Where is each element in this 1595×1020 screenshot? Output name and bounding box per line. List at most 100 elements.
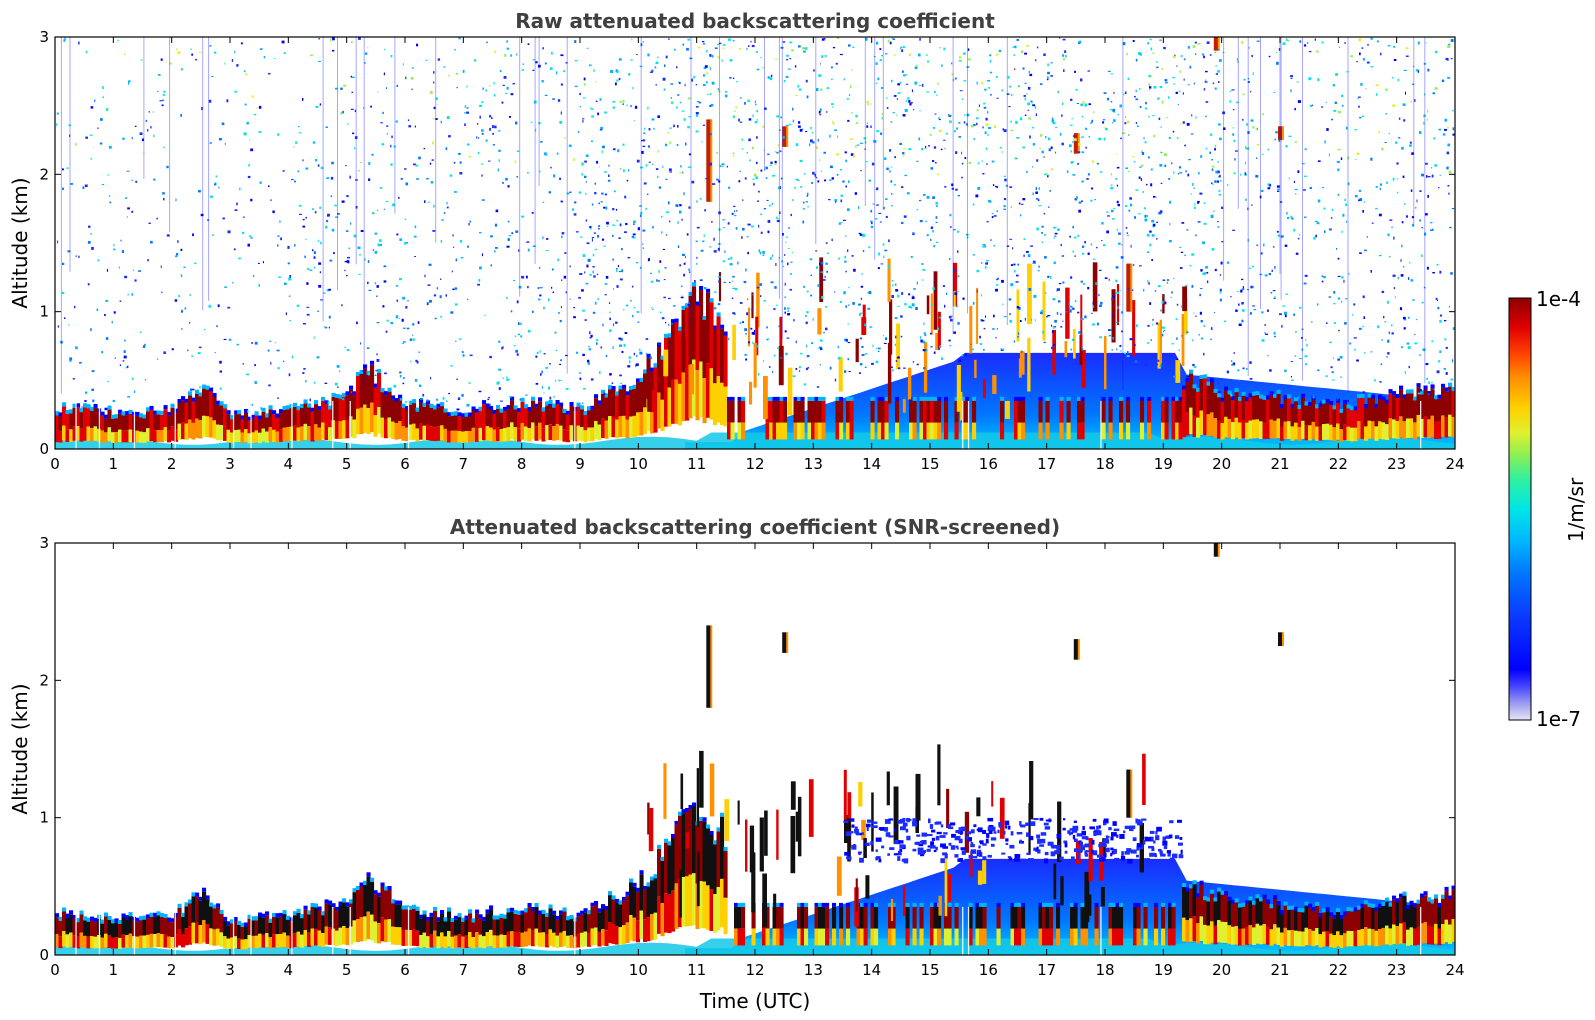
aerosol-column-low (1360, 420, 1365, 439)
aerosol-column-low (496, 427, 501, 441)
noise-speckle (954, 292, 958, 295)
noise-speckle (1409, 141, 1412, 144)
noise-speckle (851, 255, 854, 257)
x-tick-label: 11 (687, 455, 706, 473)
aerosol-column-low (797, 422, 802, 440)
noise-speckle (1403, 119, 1406, 122)
noise-speckle (802, 201, 805, 204)
noise-speckle (1009, 238, 1013, 240)
noise-speckle (1060, 243, 1062, 246)
aerosol-column-low (660, 399, 665, 432)
noise-speckle (354, 136, 358, 139)
noise-speckle (892, 38, 895, 40)
noise-speckle (277, 133, 280, 136)
noise-speckle (133, 390, 136, 393)
noise-speckle (730, 256, 733, 260)
noise-speckle (1403, 319, 1407, 321)
aerosol-column (268, 922, 273, 938)
noise-speckle (181, 309, 183, 313)
aerosol-column-low (944, 422, 949, 440)
noise-speckle (1173, 83, 1175, 85)
aerosol-column-low (331, 928, 336, 946)
noise-speckle (459, 240, 463, 243)
aerosol-column-low (111, 432, 116, 443)
noise-speckle (347, 256, 350, 259)
noise-speckle (1285, 145, 1288, 148)
noise-speckle (687, 304, 690, 307)
noise-speckle (513, 345, 516, 347)
noise-speckle (191, 355, 193, 357)
noise-speckle (837, 135, 839, 139)
noise-speckle (1022, 198, 1026, 201)
noise-speckle (1247, 131, 1250, 134)
noise-speckle (639, 351, 643, 355)
aerosol-column (307, 407, 312, 427)
noise-speckle (774, 151, 777, 153)
noise-speckle (1217, 391, 1221, 393)
aerosol-column (454, 919, 459, 936)
aerosol-column (489, 410, 494, 428)
noise-speckle (754, 173, 757, 177)
noise-speckle (1438, 128, 1442, 131)
noise-speckle (595, 81, 598, 83)
noise-speckle (677, 125, 679, 128)
noise-speckle (209, 142, 212, 144)
noise-speckle (1081, 180, 1084, 183)
noise-speckle (1164, 79, 1168, 82)
noise-speckle (1438, 187, 1440, 189)
noise-speckle (1271, 269, 1273, 272)
aerosol-column (566, 414, 571, 431)
aerosol-column-low (482, 424, 487, 440)
noise-speckle (493, 81, 495, 85)
noise-speckle (642, 41, 644, 43)
aerosol-column (601, 908, 606, 930)
noise-speckle (1076, 103, 1079, 104)
noise-speckle (1126, 120, 1130, 124)
noise-speckle (1439, 350, 1442, 353)
cloud-streak (1159, 319, 1162, 364)
noise-speckle (498, 149, 501, 152)
noise-speckle (317, 310, 320, 312)
aerosol-fringe (139, 916, 144, 921)
elevated-layer (1213, 37, 1219, 51)
y-tick-label: 1 (39, 303, 49, 321)
aerosol-column-low (237, 429, 242, 442)
noise-speckle (800, 186, 803, 188)
noise-speckle (706, 81, 708, 84)
noise-speckle (1249, 378, 1253, 380)
noise-speckle (697, 46, 701, 49)
aerosol-column-low (408, 930, 413, 946)
aerosol-column-low (366, 408, 371, 435)
noise-speckle (1014, 45, 1017, 49)
noise-speckle (639, 205, 642, 207)
aerosol-column-low (583, 931, 588, 947)
noise-speckle (1044, 256, 1047, 259)
noise-speckle (962, 297, 965, 300)
noise-speckle (792, 119, 795, 123)
noise-speckle (346, 349, 350, 352)
aerosol-column (436, 407, 441, 427)
noise-speckle (1045, 292, 1047, 294)
noise-speckle (1090, 243, 1093, 246)
aerosol-fringe (597, 908, 602, 913)
aerosol-fringe (1332, 405, 1337, 410)
cloud-streak (992, 375, 997, 394)
noise-speckle (834, 291, 836, 293)
aerosol-fringe (541, 909, 546, 914)
noise-speckle (612, 258, 614, 261)
noise-speckle (1143, 137, 1145, 139)
noise-speckle (565, 62, 568, 64)
aerosol-column-low (506, 427, 511, 442)
noise-speckle (996, 328, 998, 330)
aerosol-column (972, 400, 977, 423)
noise-speckle (148, 222, 151, 224)
noise-speckle (657, 175, 659, 179)
aerosol-fringe (464, 915, 469, 920)
aerosol-fringe (1402, 394, 1407, 399)
noise-speckle (1333, 303, 1336, 305)
noise-speckle (479, 232, 482, 234)
noise-speckle (639, 266, 642, 269)
aerosol-fringe (335, 394, 340, 398)
aerosol-column-low (1409, 418, 1414, 438)
noise-speckle (739, 121, 743, 123)
